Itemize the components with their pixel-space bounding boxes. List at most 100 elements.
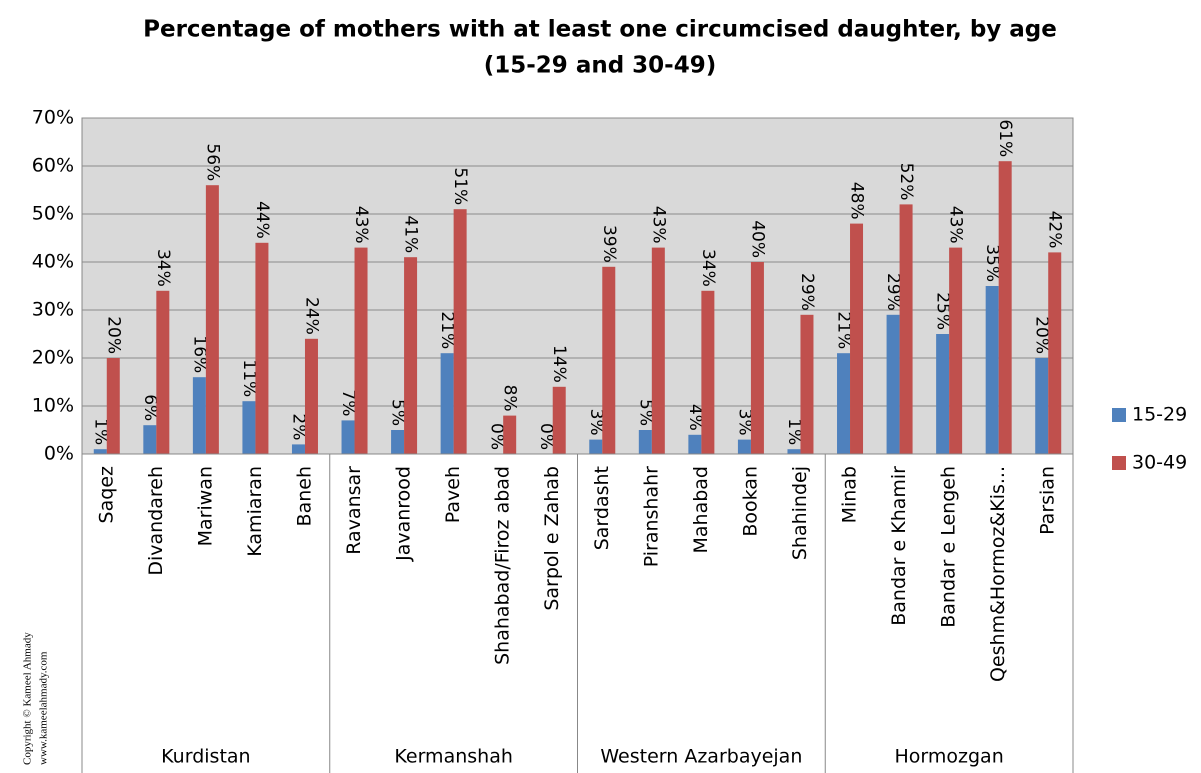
data-label: 24% [301, 297, 321, 335]
x-tick-label: Mahabad [690, 466, 712, 554]
bar [255, 242, 269, 454]
x-tick-label: Parsian [1037, 466, 1059, 535]
bar [589, 439, 603, 454]
bar [304, 338, 318, 454]
x-tick-label: Mariwan [194, 466, 216, 546]
data-label: 3% [586, 409, 606, 436]
data-label: 21% [834, 311, 854, 349]
x-tick-label: Piranshahr [640, 466, 662, 567]
data-label: 34% [153, 249, 173, 287]
data-label: 14% [549, 345, 569, 383]
legend-label: 30-49 [1132, 452, 1187, 474]
data-label: 8% [500, 385, 520, 412]
data-label: 29% [797, 273, 817, 311]
bar [106, 358, 120, 454]
bar [1048, 252, 1062, 454]
x-tick-label: Divandareh [145, 466, 167, 576]
bar [998, 161, 1012, 454]
bar [651, 247, 665, 454]
bar [404, 257, 418, 454]
data-label: 35% [982, 244, 1002, 282]
data-label: 20% [1032, 316, 1052, 354]
data-label: 61% [995, 119, 1015, 157]
x-tick-label: Baneh [293, 466, 315, 526]
bar [93, 449, 107, 454]
x-tick-label: Shahabad/Firoz abad [492, 466, 514, 665]
bar [737, 439, 751, 454]
bar [341, 420, 355, 454]
data-label: 43% [351, 206, 371, 244]
x-tick-label: Ravansar [343, 466, 365, 555]
legend-swatch [1112, 408, 1126, 422]
y-tick-label: 50% [32, 203, 74, 225]
bar [602, 266, 616, 454]
bar [837, 353, 851, 454]
data-label: 48% [847, 182, 867, 220]
bar [985, 286, 999, 454]
bar [899, 204, 913, 454]
bar [850, 223, 864, 454]
data-label: 34% [698, 249, 718, 287]
data-label: 0% [536, 423, 556, 450]
data-label: 52% [896, 163, 916, 201]
group-label: Western Azarbayejan [600, 746, 802, 768]
legend-swatch [1112, 456, 1126, 470]
data-label: 25% [933, 292, 953, 330]
bar [440, 353, 454, 454]
chart-subtitle: (15-29 and 30-49) [484, 53, 717, 79]
x-tick-label: Bandar e Lengeh [938, 466, 960, 628]
x-tick-label: Paveh [442, 466, 464, 523]
x-tick-label: Shahindej [789, 466, 811, 560]
y-tick-label: 60% [32, 155, 74, 177]
watermark: Copyright © Kameel Ahmady [22, 632, 34, 765]
bar [143, 425, 157, 454]
data-label: 42% [1045, 211, 1065, 249]
bar [354, 247, 368, 454]
bar [886, 314, 900, 454]
data-label: 2% [288, 413, 308, 440]
bar [750, 262, 764, 454]
data-label: 43% [648, 206, 668, 244]
bar [800, 314, 814, 454]
data-label: 44% [252, 201, 272, 239]
bar [688, 434, 702, 454]
y-tick-label: 20% [32, 347, 74, 369]
data-label: 56% [202, 143, 222, 181]
data-label: 20% [103, 316, 123, 354]
data-label: 11% [239, 359, 259, 397]
x-tick-label: Qeshm&Hormoz&Kis... [987, 466, 1009, 682]
x-tick-label: Bookan [739, 466, 761, 537]
bar [291, 444, 305, 454]
group-label: Kermanshah [394, 746, 513, 768]
x-tick-label: Bandar e Khamir [888, 466, 910, 626]
x-tick-label: Javanrood [393, 466, 415, 562]
x-tick-label: Sardasht [591, 466, 613, 550]
bar [701, 290, 715, 454]
data-label: 5% [635, 399, 655, 426]
data-label: 0% [487, 423, 507, 450]
chart-title: Percentage of mothers with at least one … [143, 17, 1057, 43]
y-tick-label: 0% [44, 443, 74, 465]
bar [787, 449, 801, 454]
data-label: 21% [437, 311, 457, 349]
x-tick-label: Minab [839, 466, 861, 523]
data-label: 40% [747, 220, 767, 258]
bar [242, 401, 256, 454]
data-label: 41% [401, 215, 421, 253]
data-label: 1% [90, 418, 110, 445]
bar [156, 290, 170, 454]
bar [503, 415, 517, 454]
data-label: 16% [189, 335, 209, 373]
watermark: www.kameelahmady.com [38, 651, 50, 765]
data-label: 5% [388, 399, 408, 426]
data-label: 1% [784, 418, 804, 445]
y-tick-label: 30% [32, 299, 74, 321]
bar [936, 334, 950, 454]
data-label: 6% [140, 394, 160, 421]
plot-area [81, 117, 1074, 455]
data-label: 3% [734, 409, 754, 436]
legend-label: 15-29 [1132, 404, 1187, 426]
y-tick-label: 40% [32, 251, 74, 273]
group-label: Hormozgan [895, 746, 1004, 768]
